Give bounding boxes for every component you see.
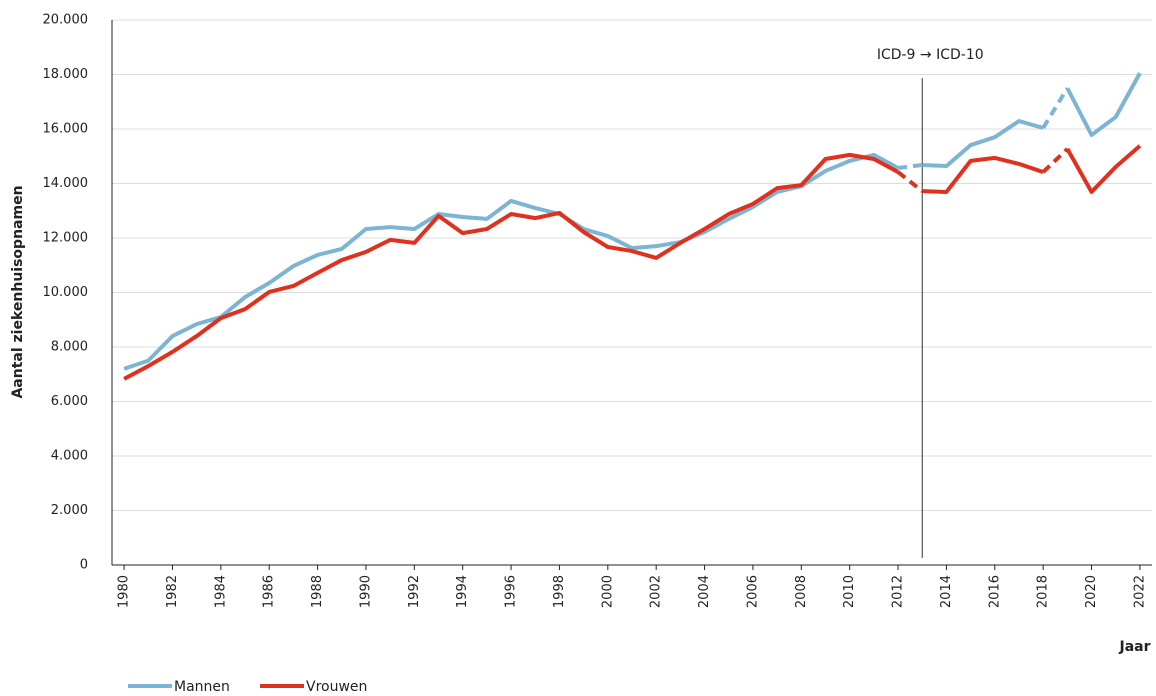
x-tick-label: 2006	[745, 575, 760, 608]
series-line	[922, 119, 1044, 169]
y-tick-label: 16.000	[43, 122, 89, 137]
series-line	[1065, 72, 1142, 137]
x-tick-label: 1988	[310, 575, 325, 608]
series-line	[922, 155, 1044, 194]
x-tick-label: 2002	[649, 575, 664, 608]
x-tick-label: 2000	[600, 575, 615, 608]
x-tick-label: 2014	[939, 575, 954, 608]
annotation: ICD-9 → ICD-10	[877, 47, 984, 63]
y-tick-label: 10.000	[43, 285, 89, 300]
series-line	[896, 170, 924, 193]
x-axis-label: Jaar	[1118, 639, 1150, 655]
x-tick-label: 1990	[358, 575, 373, 608]
y-tick-label: 18.000	[43, 67, 89, 82]
series-line	[1041, 87, 1070, 129]
series-line	[897, 162, 923, 170]
y-tick-label: 2.000	[51, 503, 88, 518]
x-tick-label: 2008	[794, 575, 809, 608]
x-tick-label: 1986	[262, 575, 277, 608]
x-tick-label: 1994	[455, 575, 470, 608]
x-tick-label: 1998	[552, 575, 567, 608]
y-tick-label: 8.000	[51, 340, 88, 355]
y-tick-label: 4.000	[51, 449, 88, 464]
x-tick-label: 2018	[1036, 575, 1051, 608]
x-tick-label: 1996	[504, 575, 519, 608]
x-tick-label: 2012	[891, 575, 906, 608]
y-axis-label: Aantal ziekenhuisopnamen	[10, 185, 26, 398]
x-tick-label: 1984	[213, 575, 228, 608]
y-tick-label: 0	[80, 558, 88, 573]
y-tick-label: 6.000	[51, 394, 88, 409]
y-tick-label: 12.000	[43, 231, 89, 246]
x-tick-label: 1992	[407, 575, 422, 608]
series-line	[1041, 147, 1069, 174]
series-line	[1065, 144, 1142, 194]
legend-label: Vrouwen	[306, 679, 367, 692]
series-line	[123, 152, 899, 371]
x-tick-label: 2020	[1084, 575, 1099, 608]
y-tick-label: 20.000	[43, 13, 89, 28]
x-tick-label: 1980	[117, 575, 132, 608]
x-tick-label: 2010	[842, 575, 857, 608]
x-tick-label: 2004	[697, 575, 712, 608]
legend-label: Mannen	[174, 679, 230, 692]
series-line	[123, 152, 899, 381]
x-tick-label: 2016	[987, 575, 1002, 608]
y-tick-label: 14.000	[43, 176, 89, 191]
x-tick-label: 1982	[165, 575, 180, 608]
x-tick-label: 2022	[1132, 575, 1147, 608]
